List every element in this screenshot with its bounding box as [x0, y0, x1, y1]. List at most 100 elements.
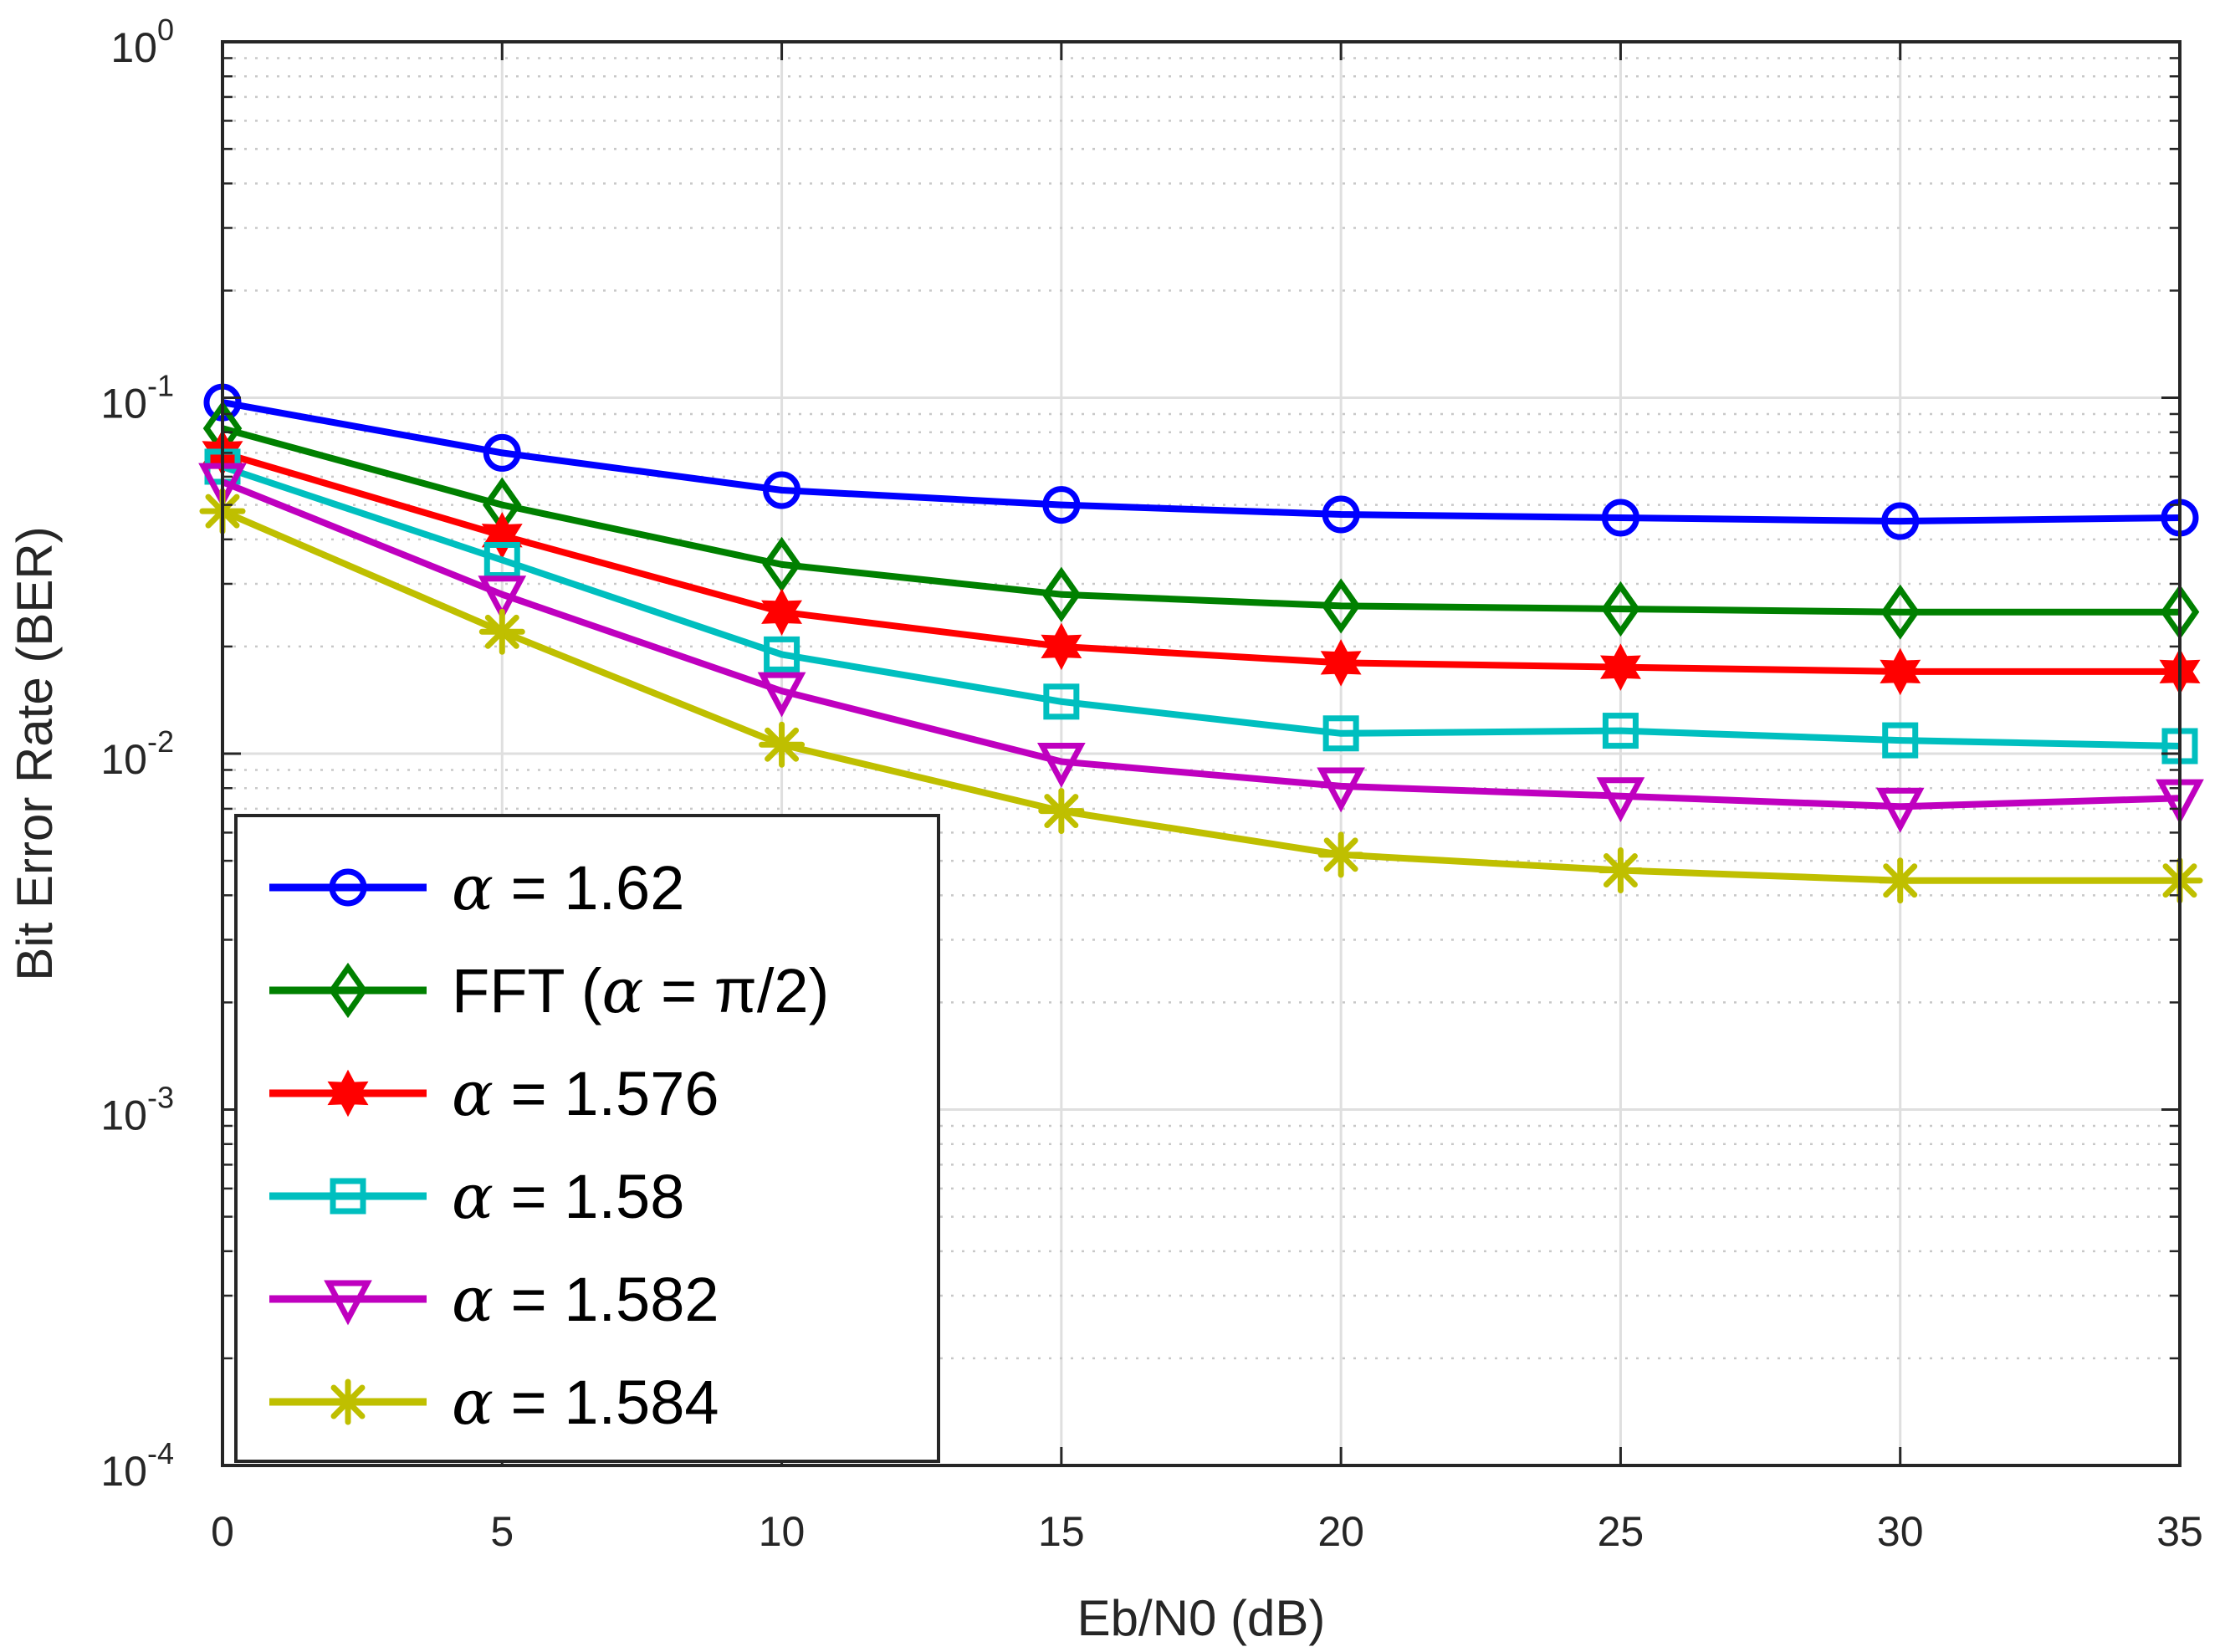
data-point [1041, 566, 1082, 622]
series-line [222, 399, 2181, 525]
data-point [1037, 742, 1086, 788]
data-point [762, 536, 801, 592]
legend-label-greek: α [452, 1058, 494, 1130]
x-axis-label: Eb/N0 (dB) [1077, 1590, 1326, 1646]
legend-label: α = 1.584 [452, 1367, 719, 1439]
asterisk-stroke [1883, 863, 1918, 898]
asterisk-stroke [484, 614, 519, 649]
data-point [478, 608, 525, 655]
legend-item: α = 1.58 [269, 1161, 684, 1233]
data-point [1880, 584, 1920, 640]
x-tick-label: 35 [2156, 1508, 2203, 1555]
data-point [478, 575, 527, 621]
series-line [221, 463, 2181, 749]
legend-item: α = 1.584 [269, 1367, 719, 1439]
asterisk-stroke [765, 727, 800, 762]
data-point [1320, 639, 1362, 687]
x-tick-label: 5 [490, 1508, 514, 1555]
data-point [1038, 788, 1085, 835]
legend-label-value: = 1.584 [494, 1368, 719, 1437]
data-point [1880, 647, 1921, 696]
data-point [1600, 643, 1641, 691]
series-2 [202, 429, 2201, 696]
legend-marker [329, 868, 367, 907]
y-tick-exponent: 0 [157, 13, 174, 47]
legend-label-greek: α [452, 1264, 494, 1336]
x-tick-label: 0 [211, 1508, 234, 1555]
data-point [1597, 847, 1644, 894]
legend-box [234, 814, 940, 1463]
data-point [1322, 495, 1360, 534]
legend-label-value: = 1.58 [494, 1162, 684, 1231]
data-point [1875, 787, 1925, 833]
y-axis-label: Bit Error Rate (BER) [7, 526, 63, 980]
data-point [1602, 713, 1639, 749]
y-tick-exponent: -4 [147, 1436, 174, 1470]
x-tick-label: 25 [1598, 1508, 1644, 1555]
data-point [1322, 715, 1359, 752]
asterisk-stroke [1323, 837, 1358, 872]
y-tick-exponent: -1 [147, 369, 174, 403]
series-5 [199, 488, 2203, 904]
legend-marker [324, 1280, 372, 1326]
data-point [1043, 683, 1080, 720]
x-tick-label: 20 [1317, 1508, 1364, 1555]
asterisk-stroke [1044, 794, 1079, 829]
legend-item: FFT (α = π/2) [269, 955, 829, 1027]
data-point [1882, 722, 1919, 759]
legend-marker [328, 962, 368, 1019]
data-point [763, 471, 801, 509]
data-point [1596, 777, 1645, 823]
x-tick-label: 30 [1877, 1508, 1924, 1555]
legend-item: α = 1.582 [269, 1264, 719, 1336]
data-point [1601, 581, 1640, 637]
legend-label: α = 1.576 [452, 1058, 719, 1130]
data-point [759, 721, 806, 768]
data-point [483, 433, 521, 472]
legend-label: α = 1.58 [452, 1161, 684, 1233]
legend-label-value: = π/2) [643, 956, 829, 1025]
data-point [764, 636, 800, 673]
legend-label-value: = 1.582 [494, 1265, 719, 1334]
legend-label-value: = 1.576 [494, 1059, 719, 1128]
data-point [1881, 502, 1920, 540]
legend-label-prefix: FFT ( [452, 956, 602, 1025]
series-layer [198, 383, 2204, 904]
y-tick-exponent: -3 [147, 1081, 174, 1115]
data-point [1321, 578, 1361, 634]
asterisk-stroke [330, 1384, 366, 1419]
legend-item: α = 1.62 [269, 852, 684, 924]
legend-label: FFT (α = π/2) [452, 955, 829, 1027]
series-line [221, 449, 2180, 675]
data-point [1041, 622, 1082, 671]
legend-label-greek: α [452, 852, 494, 924]
legend-marker [325, 1378, 371, 1425]
data-point [761, 588, 802, 636]
legend-marker [330, 1178, 366, 1215]
legend-marker [327, 1069, 369, 1118]
legend-item: α = 1.576 [269, 1058, 719, 1130]
y-tick-exponent: -2 [147, 724, 174, 759]
data-point [483, 541, 520, 578]
data-point [757, 672, 806, 718]
asterisk-stroke [1603, 853, 1638, 887]
legend-label: α = 1.582 [452, 1264, 719, 1336]
legend-label-value: = 1.62 [494, 853, 684, 923]
series-line [221, 508, 2180, 884]
data-point [1601, 499, 1639, 537]
data-point [1042, 486, 1081, 524]
x-tick-label: 10 [759, 1508, 806, 1555]
legend-label-greek: α [452, 1367, 494, 1439]
series-line [221, 478, 2181, 811]
series-line [221, 425, 2180, 616]
legend-label-greek: α [601, 955, 643, 1027]
data-point [1877, 857, 1924, 904]
data-point [1317, 767, 1365, 813]
x-tick-label: 15 [1038, 1508, 1085, 1555]
data-point [1317, 831, 1364, 878]
legend-label-greek: α [452, 1161, 494, 1233]
legend-label: α = 1.62 [452, 852, 684, 924]
